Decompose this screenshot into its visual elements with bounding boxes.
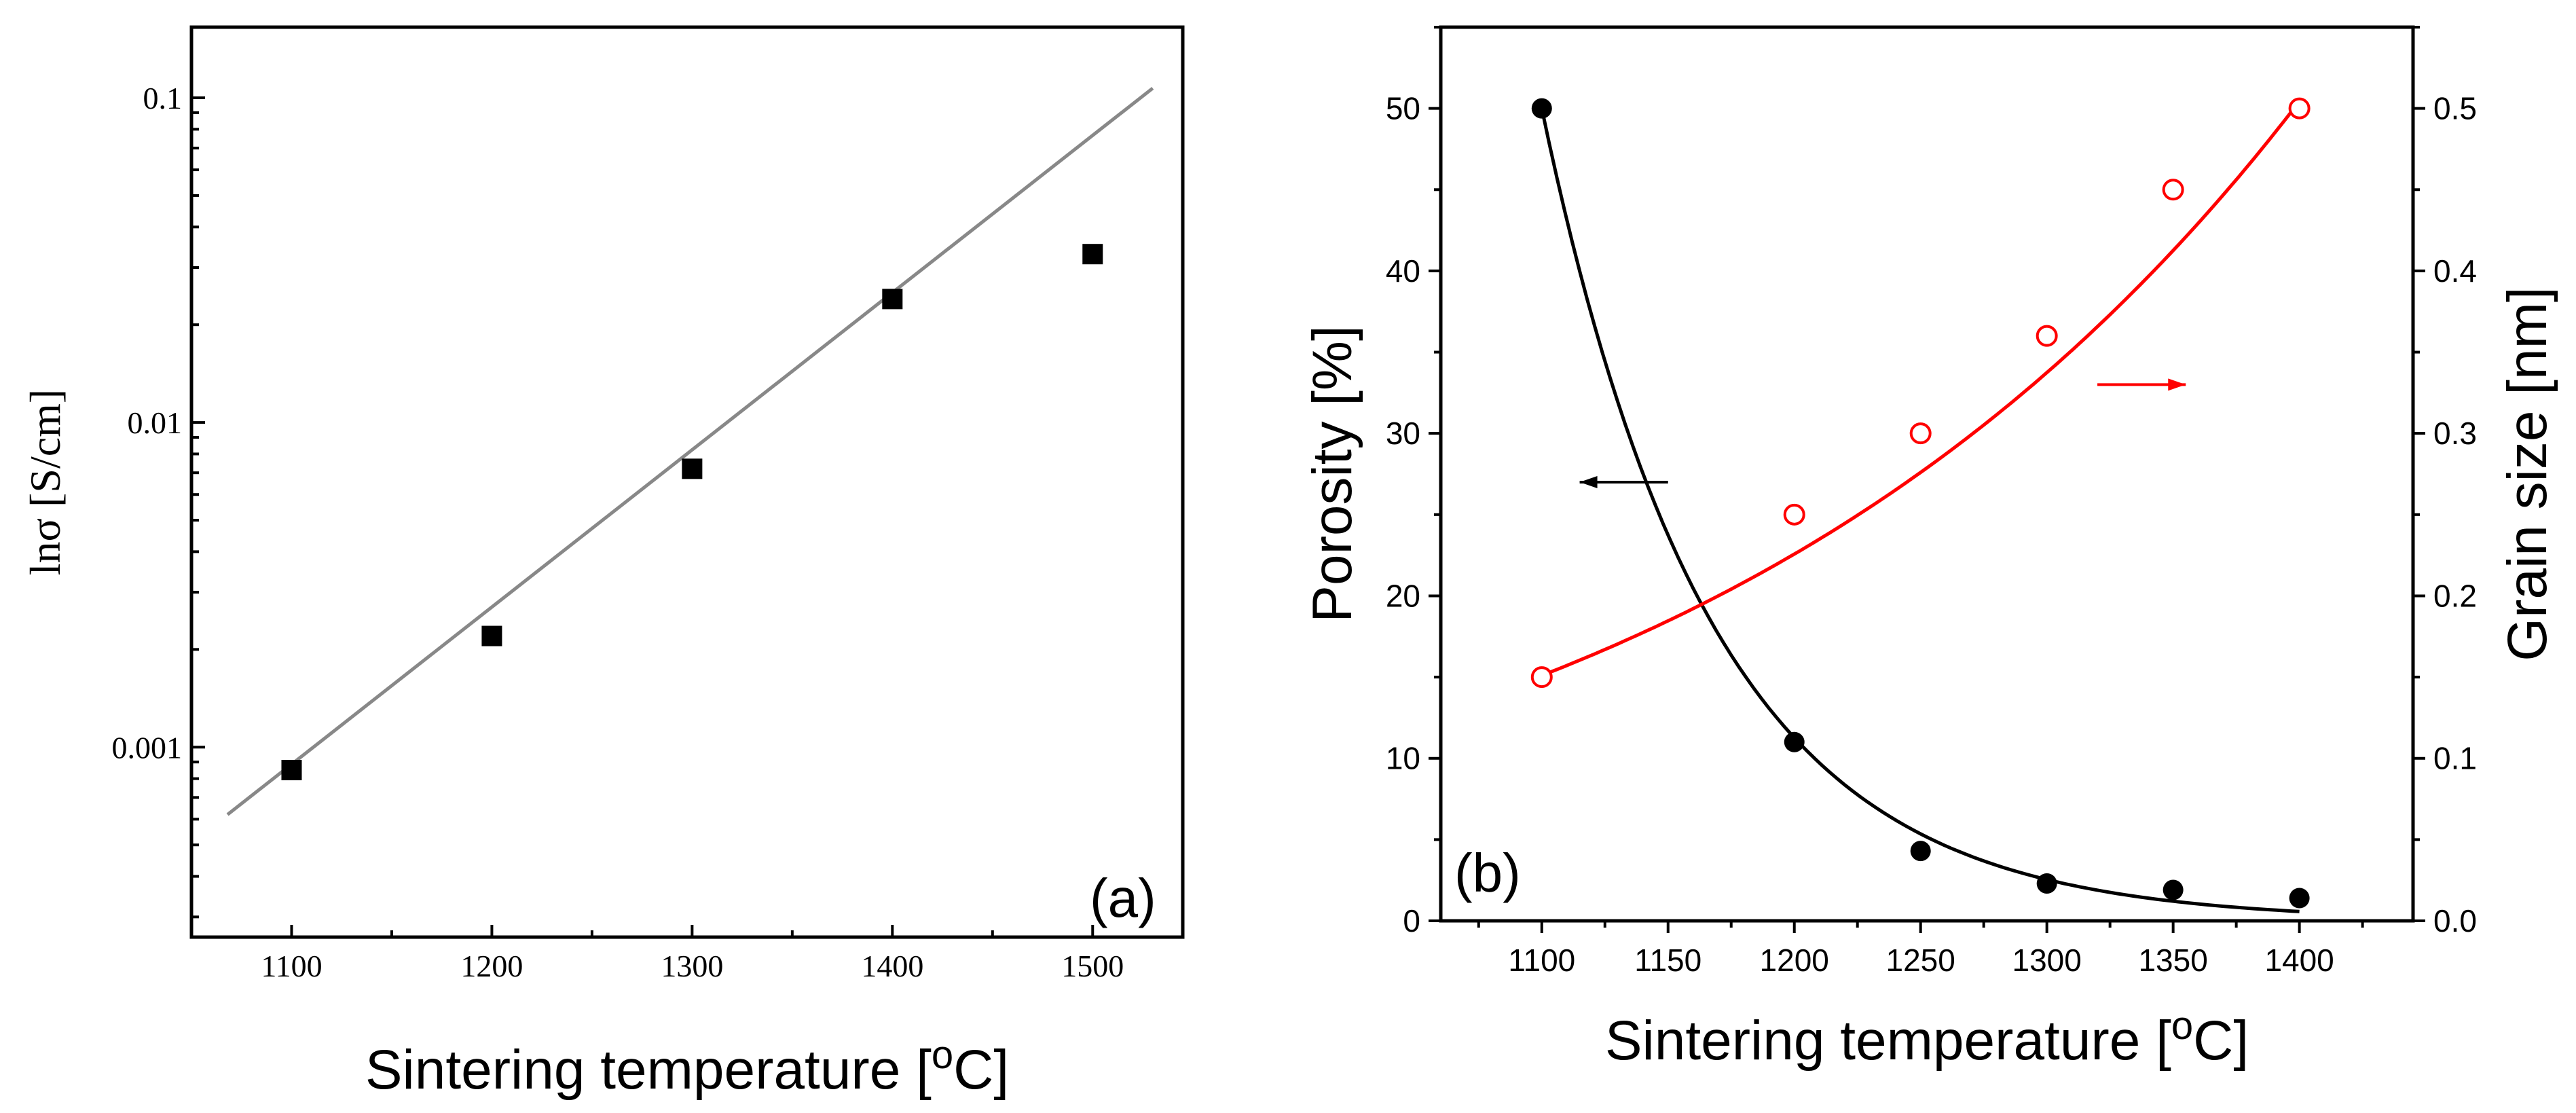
y-tick-label-a: 0.01 [128, 405, 183, 440]
x-axis-title-a-end: C] [953, 1039, 1009, 1101]
y-axis-ticks-a: 0.001 0.01 0.1 [112, 81, 205, 919]
arrow-right-icon [2168, 378, 2186, 391]
data-points-a [281, 244, 1103, 781]
fit-line-a [226, 86, 1154, 816]
y-axis-right-ticks-b: 0.0 0.1 0.2 0.3 0.4 0.5 [2413, 26, 2477, 938]
y-axis-left-title-b: Porosity [%] [1302, 325, 1363, 622]
data-point-porosity [2163, 879, 2184, 900]
x-tick-label-a: 1400 [861, 949, 923, 983]
x-axis-ticks-b: 1100 1150 1200 1250 1300 1350 1400 [1477, 921, 2364, 978]
arrow-left-icon [1579, 475, 1598, 488]
y-right-tick-label-b: 0.4 [2433, 253, 2477, 289]
x-axis-ticks-a: 1100 1200 1300 1400 1500 [190, 925, 1124, 983]
data-point-square [682, 458, 703, 479]
y-left-tick-label-b: 20 [1386, 578, 1420, 613]
y-axis-left-ticks-b: 0 10 20 30 40 50 [1386, 26, 1441, 938]
x-tick-label-b: 1400 [2264, 943, 2334, 978]
axis-arrows-b [1579, 378, 2186, 488]
data-point-square [882, 289, 903, 310]
data-point-grain-size [1530, 666, 1553, 689]
x-axis-title-b-end: C] [2193, 1010, 2249, 1072]
data-point-square [281, 760, 302, 781]
fit-curve-porosity [1540, 108, 2300, 913]
data-point-porosity [1531, 98, 1552, 119]
x-axis-title-a-text: Sintering temperature [ [365, 1039, 932, 1101]
x-tick-label-a: 1200 [460, 949, 523, 983]
x-tick-label-a: 1300 [661, 949, 723, 983]
data-point-porosity [1910, 841, 1931, 862]
y-right-tick-label-b: 0.5 [2433, 91, 2477, 126]
data-point-grain-size [1783, 503, 1805, 526]
y-left-tick-label-b: 10 [1386, 741, 1420, 776]
y-right-tick-label-b: 0.0 [2433, 903, 2477, 938]
data-point-porosity [2289, 888, 2310, 909]
x-axis-title-a-sup: o [932, 1033, 953, 1077]
fit-curves-b [1540, 100, 2301, 913]
y-left-tick-label-b: 50 [1386, 91, 1420, 126]
panel-label-a: (a) [1090, 868, 1156, 928]
x-axis-title-b: Sintering temperature [oC] [1605, 1004, 2249, 1072]
data-point-grain-size [2288, 97, 2311, 120]
data-point-square [1082, 244, 1103, 265]
x-axis-title-b-text: Sintering temperature [ [1605, 1010, 2171, 1072]
data-point-square [481, 625, 502, 646]
y-left-tick-label-b: 40 [1386, 253, 1420, 289]
x-tick-label-b: 1200 [1760, 943, 1829, 978]
data-point-porosity [1784, 731, 1805, 752]
x-tick-label-a: 1500 [1061, 949, 1124, 983]
x-tick-label-b: 1350 [2138, 943, 2207, 978]
x-tick-label-b: 1150 [1634, 943, 1701, 978]
panel-b: 1100 1150 1200 1250 1300 1350 1400 0 10 20 30 40 50… [1302, 25, 2558, 1072]
x-tick-label-b: 1300 [2012, 943, 2082, 978]
x-axis-title-a: Sintering temperature [oC] [365, 1033, 1009, 1101]
y-right-tick-label-b: 0.3 [2433, 416, 2477, 451]
data-point-porosity [2036, 873, 2057, 894]
y-right-tick-label-b: 0.1 [2433, 741, 2477, 776]
y-right-tick-label-b: 0.2 [2433, 578, 2477, 613]
plot-frame-b [1439, 25, 2415, 923]
y-axis-title-a: lnσ [S/cm] [21, 389, 69, 575]
y-tick-label-a: 0.001 [112, 730, 183, 765]
x-tick-label-a: 1100 [261, 949, 322, 983]
x-tick-label-b: 1250 [1886, 943, 1955, 978]
y-left-tick-label-b: 0 [1403, 903, 1420, 938]
data-point-grain-size [2162, 179, 2184, 201]
data-point-grain-size [2036, 325, 2058, 347]
data-point-grain-size [1909, 422, 1932, 445]
data-points-b [1530, 97, 2311, 909]
y-left-tick-label-b: 30 [1386, 416, 1420, 451]
x-axis-title-b-sup: o [2171, 1004, 2193, 1048]
fit-curve-grain-size [1541, 100, 2301, 678]
panel-a: 1100 1200 1300 1400 1500 0.001 0.01 0.1 (a) Si… [21, 25, 1185, 1101]
fit-line-a-path [226, 86, 1154, 816]
y-tick-label-a: 0.1 [143, 81, 183, 115]
panel-label-b: (b) [1454, 843, 1521, 903]
y-axis-right-title-b: Grain size [nm] [2497, 287, 2558, 661]
plot-frame-a [189, 25, 1185, 939]
x-tick-label-b: 1100 [1508, 943, 1575, 978]
